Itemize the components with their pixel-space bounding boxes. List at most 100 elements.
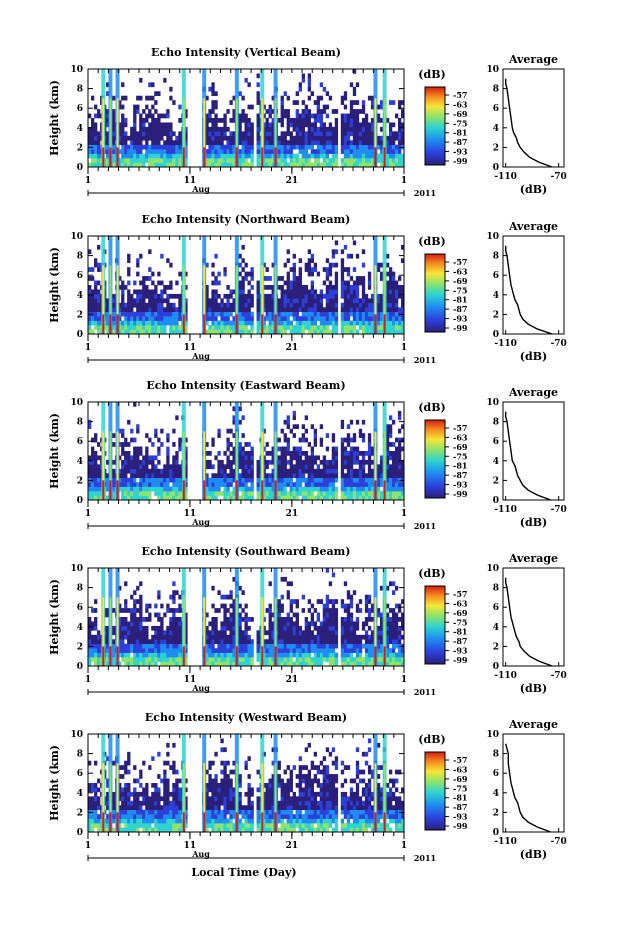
echo-cell — [358, 428, 363, 434]
echo-cell — [94, 451, 98, 456]
echo-cell — [148, 648, 152, 653]
echo-cell — [307, 118, 312, 123]
echo-cell — [349, 661, 354, 667]
echo-cell — [148, 298, 152, 304]
echo-cell — [205, 643, 209, 649]
profile-x-tick-label: -70 — [551, 505, 567, 515]
echo-cell — [238, 122, 242, 128]
echo-cell — [310, 302, 315, 308]
echo-cell — [151, 486, 155, 492]
echo-cell — [301, 661, 305, 667]
echo-cell — [355, 661, 360, 667]
echo-cell — [124, 320, 128, 326]
echo-cell — [148, 612, 152, 618]
echo-cell — [139, 311, 143, 317]
echo-cell — [94, 135, 98, 141]
echo-cell — [217, 140, 221, 146]
echo-cell — [310, 316, 315, 321]
echo-cell — [304, 144, 308, 150]
echo-cell — [385, 158, 390, 163]
echo-cell — [124, 473, 128, 479]
echo-cell — [307, 131, 312, 137]
echo-cell — [352, 486, 357, 492]
echo-cell — [328, 657, 333, 662]
echo-cell — [307, 140, 312, 146]
echo-cell — [175, 652, 179, 658]
echo-cell — [313, 329, 318, 335]
echo-cell — [232, 639, 236, 645]
x-tick-label: 1 — [85, 509, 91, 519]
echo-cell — [97, 491, 101, 496]
echo-cell — [328, 122, 333, 128]
echo-cell — [280, 311, 284, 317]
echo-cell — [124, 634, 128, 640]
echo-cell — [148, 126, 152, 132]
echo-cell — [232, 576, 236, 582]
echo-cell — [292, 486, 296, 492]
echo-cell — [349, 276, 354, 281]
echo-cell — [313, 625, 318, 631]
echo-cell — [217, 126, 221, 132]
echo-cell — [340, 442, 345, 447]
echo-cell — [232, 648, 236, 653]
echo-cell — [97, 307, 101, 313]
echo-cell — [391, 307, 396, 313]
echo-cell — [208, 648, 212, 653]
echo-cell — [328, 608, 333, 613]
echo-cell — [286, 144, 290, 150]
echo-cell — [142, 657, 146, 662]
echo-cell — [178, 437, 182, 443]
echo-cell — [361, 285, 366, 290]
echo-cell — [184, 307, 188, 313]
echo-cell — [361, 109, 366, 114]
echo-cell — [379, 464, 384, 470]
echo-cell — [298, 122, 302, 128]
echo-cell — [331, 253, 336, 259]
echo-cell — [301, 140, 305, 146]
echo-cell — [178, 639, 182, 645]
echo-cell — [370, 634, 375, 640]
echo-cell — [205, 630, 209, 636]
echo-cell — [334, 643, 339, 649]
echo-cell — [211, 302, 215, 308]
echo-cell — [298, 140, 302, 146]
echo-cell — [352, 109, 357, 114]
echo-cell — [277, 599, 281, 604]
echo-cell — [370, 603, 375, 609]
echo-cell — [295, 648, 299, 653]
echo-cell — [208, 464, 212, 470]
echo-cell — [268, 473, 272, 479]
echo-cell — [229, 464, 233, 470]
echo-cell — [277, 643, 281, 649]
colorbar-tick-label: -75 — [453, 285, 467, 295]
echo-cell — [139, 302, 143, 308]
echo-cell — [343, 657, 348, 662]
echo-cell — [238, 648, 242, 653]
echo-cell — [148, 320, 152, 326]
echo-cell — [364, 144, 369, 150]
echo-cell — [298, 625, 302, 631]
echo-cell — [325, 495, 330, 501]
echo-cell — [352, 433, 357, 438]
echo-cell — [145, 320, 149, 326]
echo-cell — [211, 86, 215, 92]
echo-cell — [265, 158, 269, 163]
echo-cell — [154, 289, 158, 295]
echo-cell — [319, 661, 324, 667]
echo-cell — [169, 285, 173, 290]
echo-cell — [166, 298, 170, 304]
echo-cell — [211, 149, 215, 154]
echo-cell — [148, 293, 152, 299]
echo-cell — [367, 608, 372, 613]
month-label: Aug — [191, 351, 210, 361]
echo-cell — [121, 491, 125, 496]
echo-cell — [127, 298, 131, 304]
echo-cell — [313, 459, 318, 465]
echo-cell — [283, 162, 287, 168]
echo-cell — [244, 625, 248, 631]
echo-cell — [163, 320, 167, 326]
echo-cell — [340, 285, 345, 290]
echo-cell — [247, 140, 251, 146]
echo-cell — [160, 639, 164, 645]
echo-cell — [205, 289, 209, 295]
